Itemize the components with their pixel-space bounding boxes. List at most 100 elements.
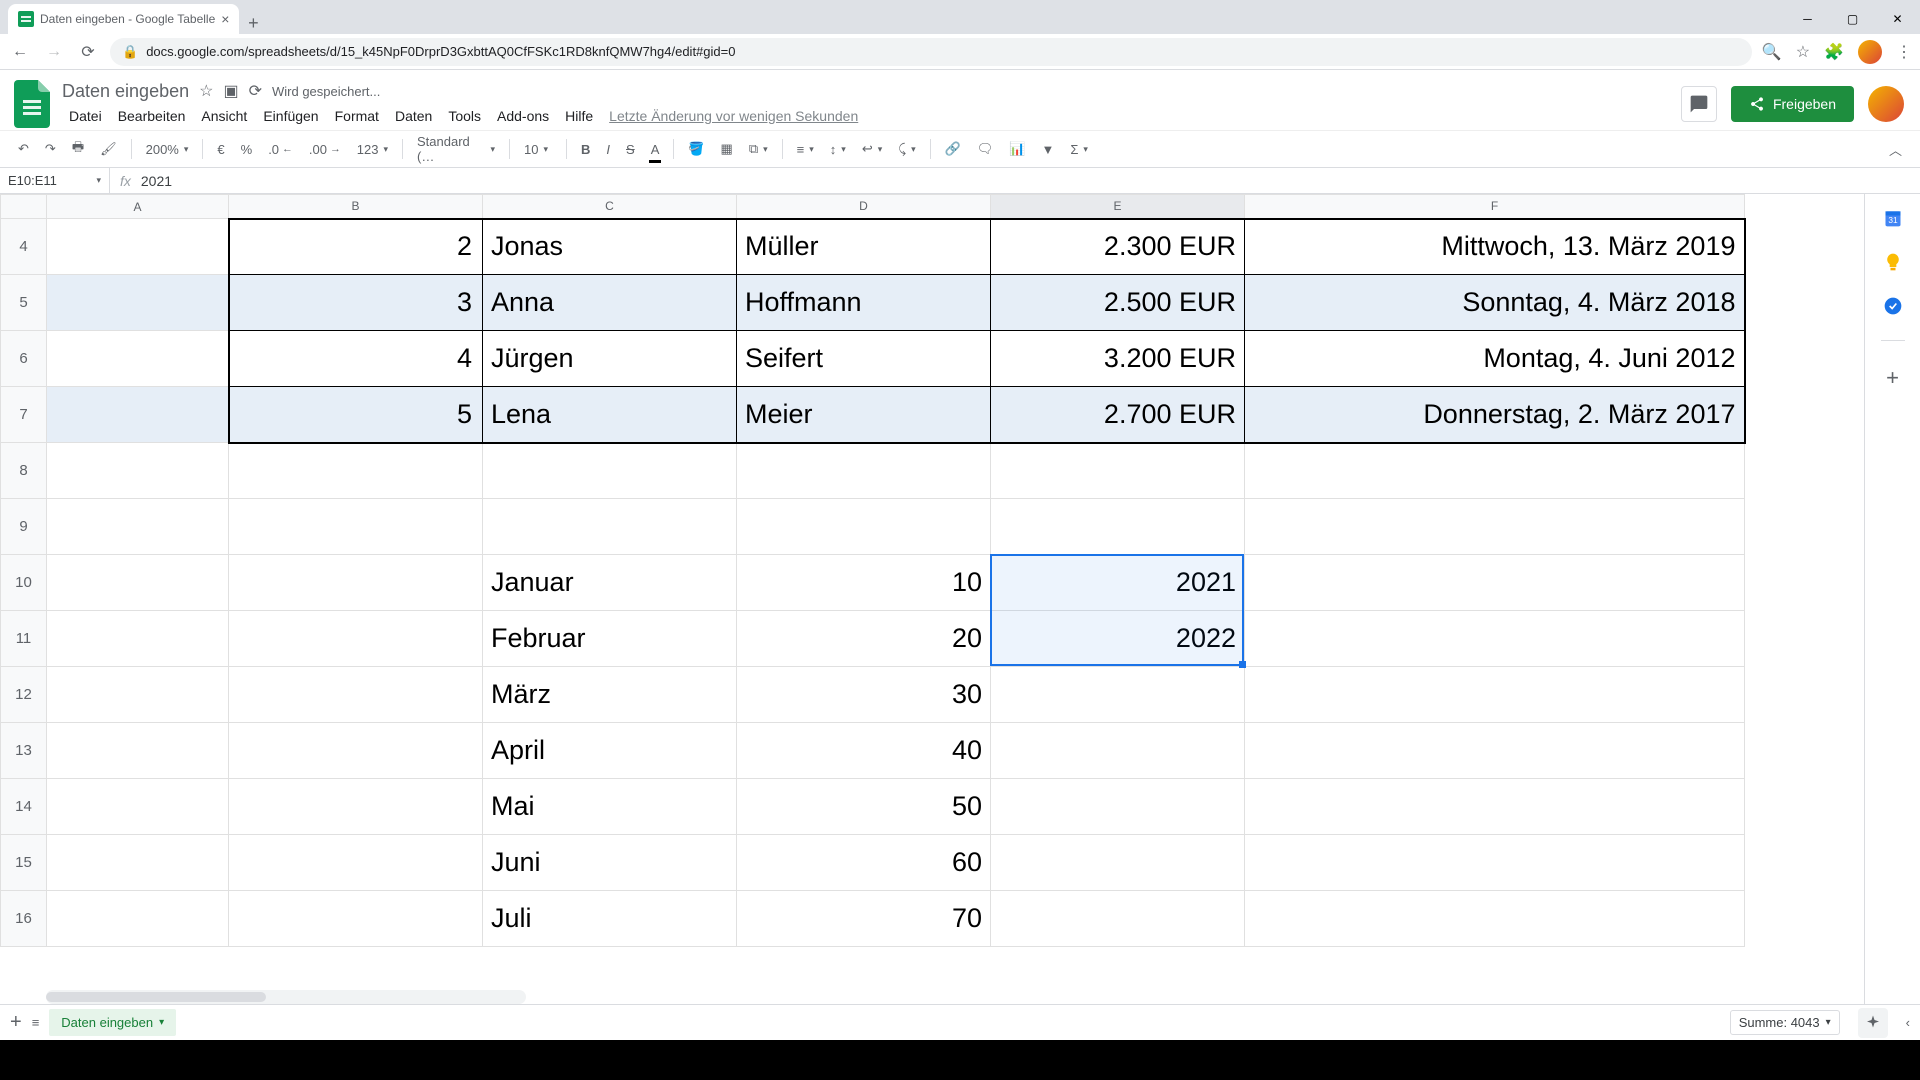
- cell[interactable]: [47, 331, 229, 387]
- cell[interactable]: Januar: [483, 555, 737, 611]
- valign-button[interactable]: ↕: [824, 138, 852, 161]
- cell[interactable]: [229, 667, 483, 723]
- cell[interactable]: 3.200 EUR: [991, 331, 1245, 387]
- close-window-button[interactable]: ✕: [1875, 4, 1920, 34]
- italic-button[interactable]: I: [600, 138, 616, 161]
- rotate-button[interactable]: ⤹: [892, 137, 921, 161]
- cell[interactable]: 3: [229, 275, 483, 331]
- col-header-A[interactable]: A: [47, 195, 229, 219]
- cell[interactable]: Meier: [737, 387, 991, 443]
- cell[interactable]: [1245, 835, 1745, 891]
- browser-menu-icon[interactable]: ⋮: [1896, 42, 1912, 62]
- col-header-B[interactable]: B: [229, 195, 483, 219]
- show-sidepanel-button[interactable]: ‹: [1906, 1015, 1910, 1030]
- cell[interactable]: [1245, 555, 1745, 611]
- menu-tools[interactable]: Tools: [441, 104, 488, 128]
- cell[interactable]: [229, 723, 483, 779]
- row-header[interactable]: 8: [1, 443, 47, 499]
- print-button[interactable]: 🖶: [66, 134, 90, 164]
- row-header[interactable]: 6: [1, 331, 47, 387]
- cell[interactable]: [1245, 723, 1745, 779]
- merge-button[interactable]: ⧉: [743, 137, 774, 161]
- cell[interactable]: 30: [737, 667, 991, 723]
- document-title[interactable]: Daten eingeben: [62, 81, 189, 102]
- cell[interactable]: [737, 499, 991, 555]
- keep-icon[interactable]: [1883, 252, 1903, 272]
- cell[interactable]: [1245, 891, 1745, 947]
- cell[interactable]: [47, 891, 229, 947]
- halign-button[interactable]: ≡: [791, 138, 820, 161]
- col-header-F[interactable]: F: [1245, 195, 1745, 219]
- move-icon[interactable]: ▣: [223, 81, 238, 101]
- cell[interactable]: [47, 723, 229, 779]
- cell[interactable]: 2021: [991, 555, 1245, 611]
- menu-help[interactable]: Hilfe: [558, 104, 600, 128]
- cell[interactable]: [47, 387, 229, 443]
- cell[interactable]: [991, 499, 1245, 555]
- browser-tab[interactable]: Daten eingeben - Google Tabelle ×: [8, 4, 239, 34]
- link-button[interactable]: 🔗: [939, 137, 967, 161]
- row-header[interactable]: 14: [1, 779, 47, 835]
- profile-avatar[interactable]: [1858, 40, 1882, 64]
- comments-button[interactable]: [1681, 86, 1717, 122]
- cell[interactable]: [991, 779, 1245, 835]
- sheets-logo[interactable]: [12, 78, 52, 130]
- cell[interactable]: [229, 611, 483, 667]
- cell[interactable]: [1245, 443, 1745, 499]
- row-header[interactable]: 7: [1, 387, 47, 443]
- functions-button[interactable]: Σ: [1064, 138, 1094, 161]
- menu-data[interactable]: Daten: [388, 104, 439, 128]
- text-color-button[interactable]: A: [645, 138, 666, 161]
- font-size-select[interactable]: 10: [518, 138, 558, 161]
- col-header-C[interactable]: C: [483, 195, 737, 219]
- formula-value[interactable]: 2021: [141, 173, 172, 189]
- name-box[interactable]: E10:E11: [0, 168, 110, 193]
- row-header[interactable]: 13: [1, 723, 47, 779]
- forward-button[interactable]: →: [42, 40, 66, 64]
- row-header[interactable]: 11: [1, 611, 47, 667]
- cell[interactable]: Donnerstag, 2. März 2017: [1245, 387, 1745, 443]
- tasks-icon[interactable]: [1883, 296, 1903, 316]
- cell[interactable]: 50: [737, 779, 991, 835]
- cell[interactable]: Müller: [737, 219, 991, 275]
- cell[interactable]: [47, 443, 229, 499]
- cell[interactable]: 2.300 EUR: [991, 219, 1245, 275]
- cell[interactable]: 2.500 EUR: [991, 275, 1245, 331]
- undo-button[interactable]: ↶: [12, 137, 35, 161]
- cell[interactable]: [229, 499, 483, 555]
- cell[interactable]: 4: [229, 331, 483, 387]
- cell[interactable]: [483, 443, 737, 499]
- menu-view[interactable]: Ansicht: [194, 104, 254, 128]
- horizontal-scrollbar[interactable]: [46, 990, 526, 1004]
- cell[interactable]: 10: [737, 555, 991, 611]
- cell[interactable]: Jonas: [483, 219, 737, 275]
- cell[interactable]: [47, 835, 229, 891]
- increase-decimal-button[interactable]: .00→: [303, 138, 347, 161]
- strike-button[interactable]: S: [620, 138, 641, 161]
- menu-insert[interactable]: Einfügen: [256, 104, 325, 128]
- all-sheets-button[interactable]: ≡: [32, 1015, 40, 1030]
- col-header-E[interactable]: E: [991, 195, 1245, 219]
- row-header[interactable]: 5: [1, 275, 47, 331]
- cell[interactable]: Juli: [483, 891, 737, 947]
- cell[interactable]: 2.700 EUR: [991, 387, 1245, 443]
- spreadsheet-grid[interactable]: A B C D E F 42JonasMüller2.300 EURMittwo…: [0, 194, 1864, 1004]
- cell[interactable]: Hoffmann: [737, 275, 991, 331]
- cell[interactable]: [1245, 499, 1745, 555]
- menu-file[interactable]: Datei: [62, 104, 109, 128]
- fill-color-button[interactable]: 🪣: [682, 137, 710, 161]
- cell[interactable]: [47, 219, 229, 275]
- row-header[interactable]: 15: [1, 835, 47, 891]
- account-avatar[interactable]: [1868, 86, 1904, 122]
- borders-button[interactable]: ▦: [715, 137, 739, 161]
- row-header[interactable]: 9: [1, 499, 47, 555]
- paint-format-button[interactable]: 🖌: [94, 137, 123, 161]
- cell[interactable]: Anna: [483, 275, 737, 331]
- menu-addons[interactable]: Add-ons: [490, 104, 556, 128]
- maximize-button[interactable]: ▢: [1830, 4, 1875, 34]
- row-header[interactable]: 16: [1, 891, 47, 947]
- sheet-tab[interactable]: Daten eingeben▾: [49, 1009, 176, 1036]
- redo-button[interactable]: ↷: [39, 137, 62, 161]
- cell[interactable]: [229, 891, 483, 947]
- cell[interactable]: Seifert: [737, 331, 991, 387]
